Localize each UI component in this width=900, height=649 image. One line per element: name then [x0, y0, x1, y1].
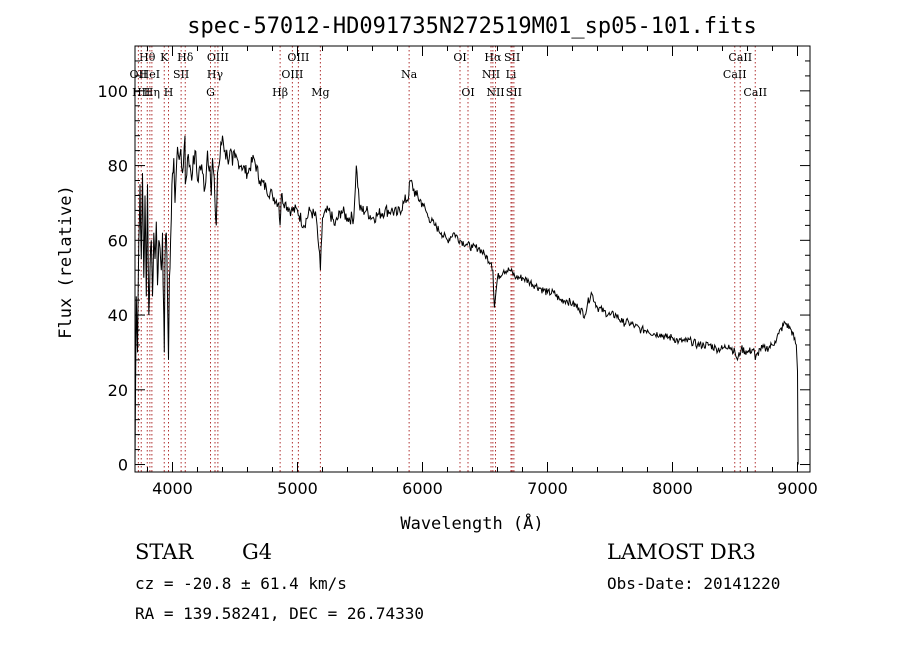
line-marker-label: OIII — [287, 51, 309, 64]
line-marker-label: CaII — [723, 68, 747, 81]
chart-title: spec-57012-HD091735N272519M01_sp05-101.f… — [187, 14, 757, 39]
line-marker-label: OIII — [281, 68, 303, 81]
line-marker-label: CaII — [743, 86, 767, 99]
y-tick-label: 80 — [108, 157, 128, 176]
line-marker-label: G — [206, 86, 215, 99]
line-marker-label: SII — [506, 86, 522, 99]
spectrum-series — [134, 135, 799, 465]
x-tick-label: 4000 — [152, 479, 193, 498]
y-tick-label: 100 — [97, 82, 128, 101]
line-marker-label: K — [160, 51, 169, 64]
line-marker-label: OI — [453, 51, 466, 64]
line-marker-label: Hη — [144, 86, 160, 99]
y-tick-label: 20 — [108, 381, 128, 400]
x-tick-label: 9000 — [777, 479, 818, 498]
x-tick-label: 7000 — [527, 479, 568, 498]
x-tick-label: 6000 — [402, 479, 443, 498]
y-axis: 0 20 40 60 80 100 — [97, 60, 810, 475]
line-marker-label: HeI — [140, 68, 160, 81]
x-axis: 4000 5000 6000 7000 8000 9000 — [147, 46, 818, 498]
x-tick-label: 8000 — [652, 479, 693, 498]
line-marker-label: Hβ — [272, 86, 288, 99]
line-marker-label: Li — [506, 68, 517, 81]
x-axis-label: Wavelength (Å) — [400, 512, 543, 534]
line-marker-label: NII — [482, 68, 500, 81]
redshift-readout: cz = -20.8 ± 61.4 km/s — [135, 574, 347, 593]
y-tick-label: 60 — [108, 231, 128, 250]
line-marker-label: HII — [132, 86, 150, 99]
line-marker-label: Hγ — [207, 68, 224, 81]
line-marker-label: H — [164, 86, 174, 99]
line-marker-label: OIII — [207, 51, 229, 64]
line-marker-label: SII — [173, 68, 189, 81]
line-marker-label: Na — [401, 68, 418, 81]
survey-name: LAMOST DR3 — [607, 540, 756, 564]
line-marker-label: OI — [461, 86, 474, 99]
object-subclass: G4 — [242, 540, 273, 564]
plot-frame — [134, 45, 811, 473]
x-tick-label: 5000 — [277, 479, 318, 498]
line-marker-label: Hδ — [177, 51, 194, 64]
line-marker-label: Mg — [311, 86, 329, 99]
spectrum-line-0 — [134, 135, 799, 465]
object-class: STAR — [135, 540, 194, 564]
line-marker-label: NII — [486, 86, 504, 99]
y-tick-label: 0 — [118, 456, 128, 475]
line-marker-label: Hα — [484, 51, 502, 64]
obs-date: Obs-Date: 20141220 — [607, 574, 781, 593]
coordinates-readout: RA = 139.58241, DEC = 26.74330 — [135, 604, 424, 623]
line-marker-label: SII — [504, 51, 520, 64]
y-tick-label: 40 — [108, 306, 128, 325]
y-axis-label: Flux (relative) — [56, 185, 76, 339]
line-marker-label: CaII — [728, 51, 752, 64]
line-marker-label: OII — [130, 68, 148, 81]
